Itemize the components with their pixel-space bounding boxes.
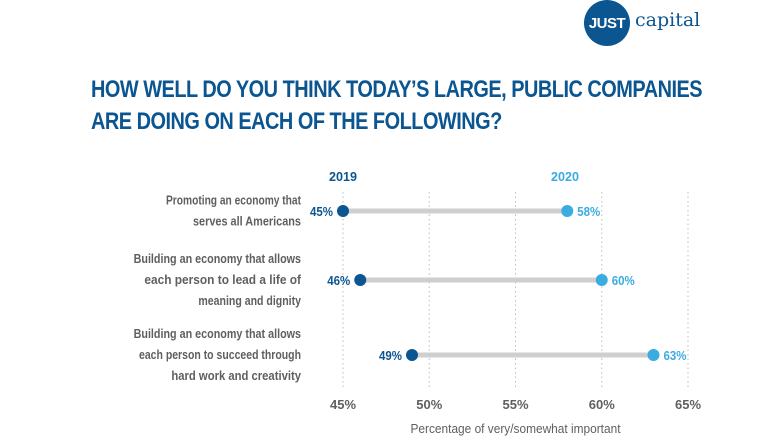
category-label-line: each person to lead a life of [144,272,301,287]
x-tick-label: 45% [330,397,356,412]
series-label-2019: 2019 [329,169,357,184]
data-label-2020: 58% [577,204,600,219]
data-label-2019: 45% [310,204,333,219]
dot-2019 [406,349,418,361]
dot-2019 [354,274,367,286]
dot-2020 [561,205,574,217]
data-label-2019: 46% [327,273,350,288]
category-label-line: meaning and dignity [198,293,301,308]
data-label-2020: 60% [612,273,635,288]
category-label-line: Building an economy that allows [134,326,301,341]
logo-badge: JUST [584,0,630,46]
just-capital-logo: JUST capital [584,0,764,46]
dot-2019 [337,205,349,217]
data-label-2020: 63% [664,348,687,363]
x-tick-label: 60% [589,397,615,412]
logo-wordmark: capital [635,9,701,31]
category-label-line: serves all Americans [193,214,301,229]
x-tick-label: 50% [416,397,442,412]
category-label-line: each person to succeed through [139,347,301,362]
chart-title-line-1: HOW WELL DO YOU THINK TODAY’S LARGE, PUB… [91,76,703,103]
x-tick-label: 65% [675,397,701,412]
category-label-line: Building an economy that allows [134,251,301,266]
series-label-2020: 2020 [551,169,579,184]
dot-2020 [647,349,660,361]
chart-title: HOW WELL DO YOU THINK TODAY’S LARGE, PUB… [91,74,703,138]
x-axis-label: Percentage of very/somewhat important [411,421,621,436]
data-label-2019: 49% [379,348,402,363]
category-label-line: Promoting an economy that [166,193,302,208]
dot-2020 [595,274,608,286]
category-label-line: hard work and creativity [171,368,301,383]
x-tick-label: 55% [503,397,529,412]
chart-title-line-2: ARE DOING ON EACH OF THE FOLLOWING? [91,108,502,135]
